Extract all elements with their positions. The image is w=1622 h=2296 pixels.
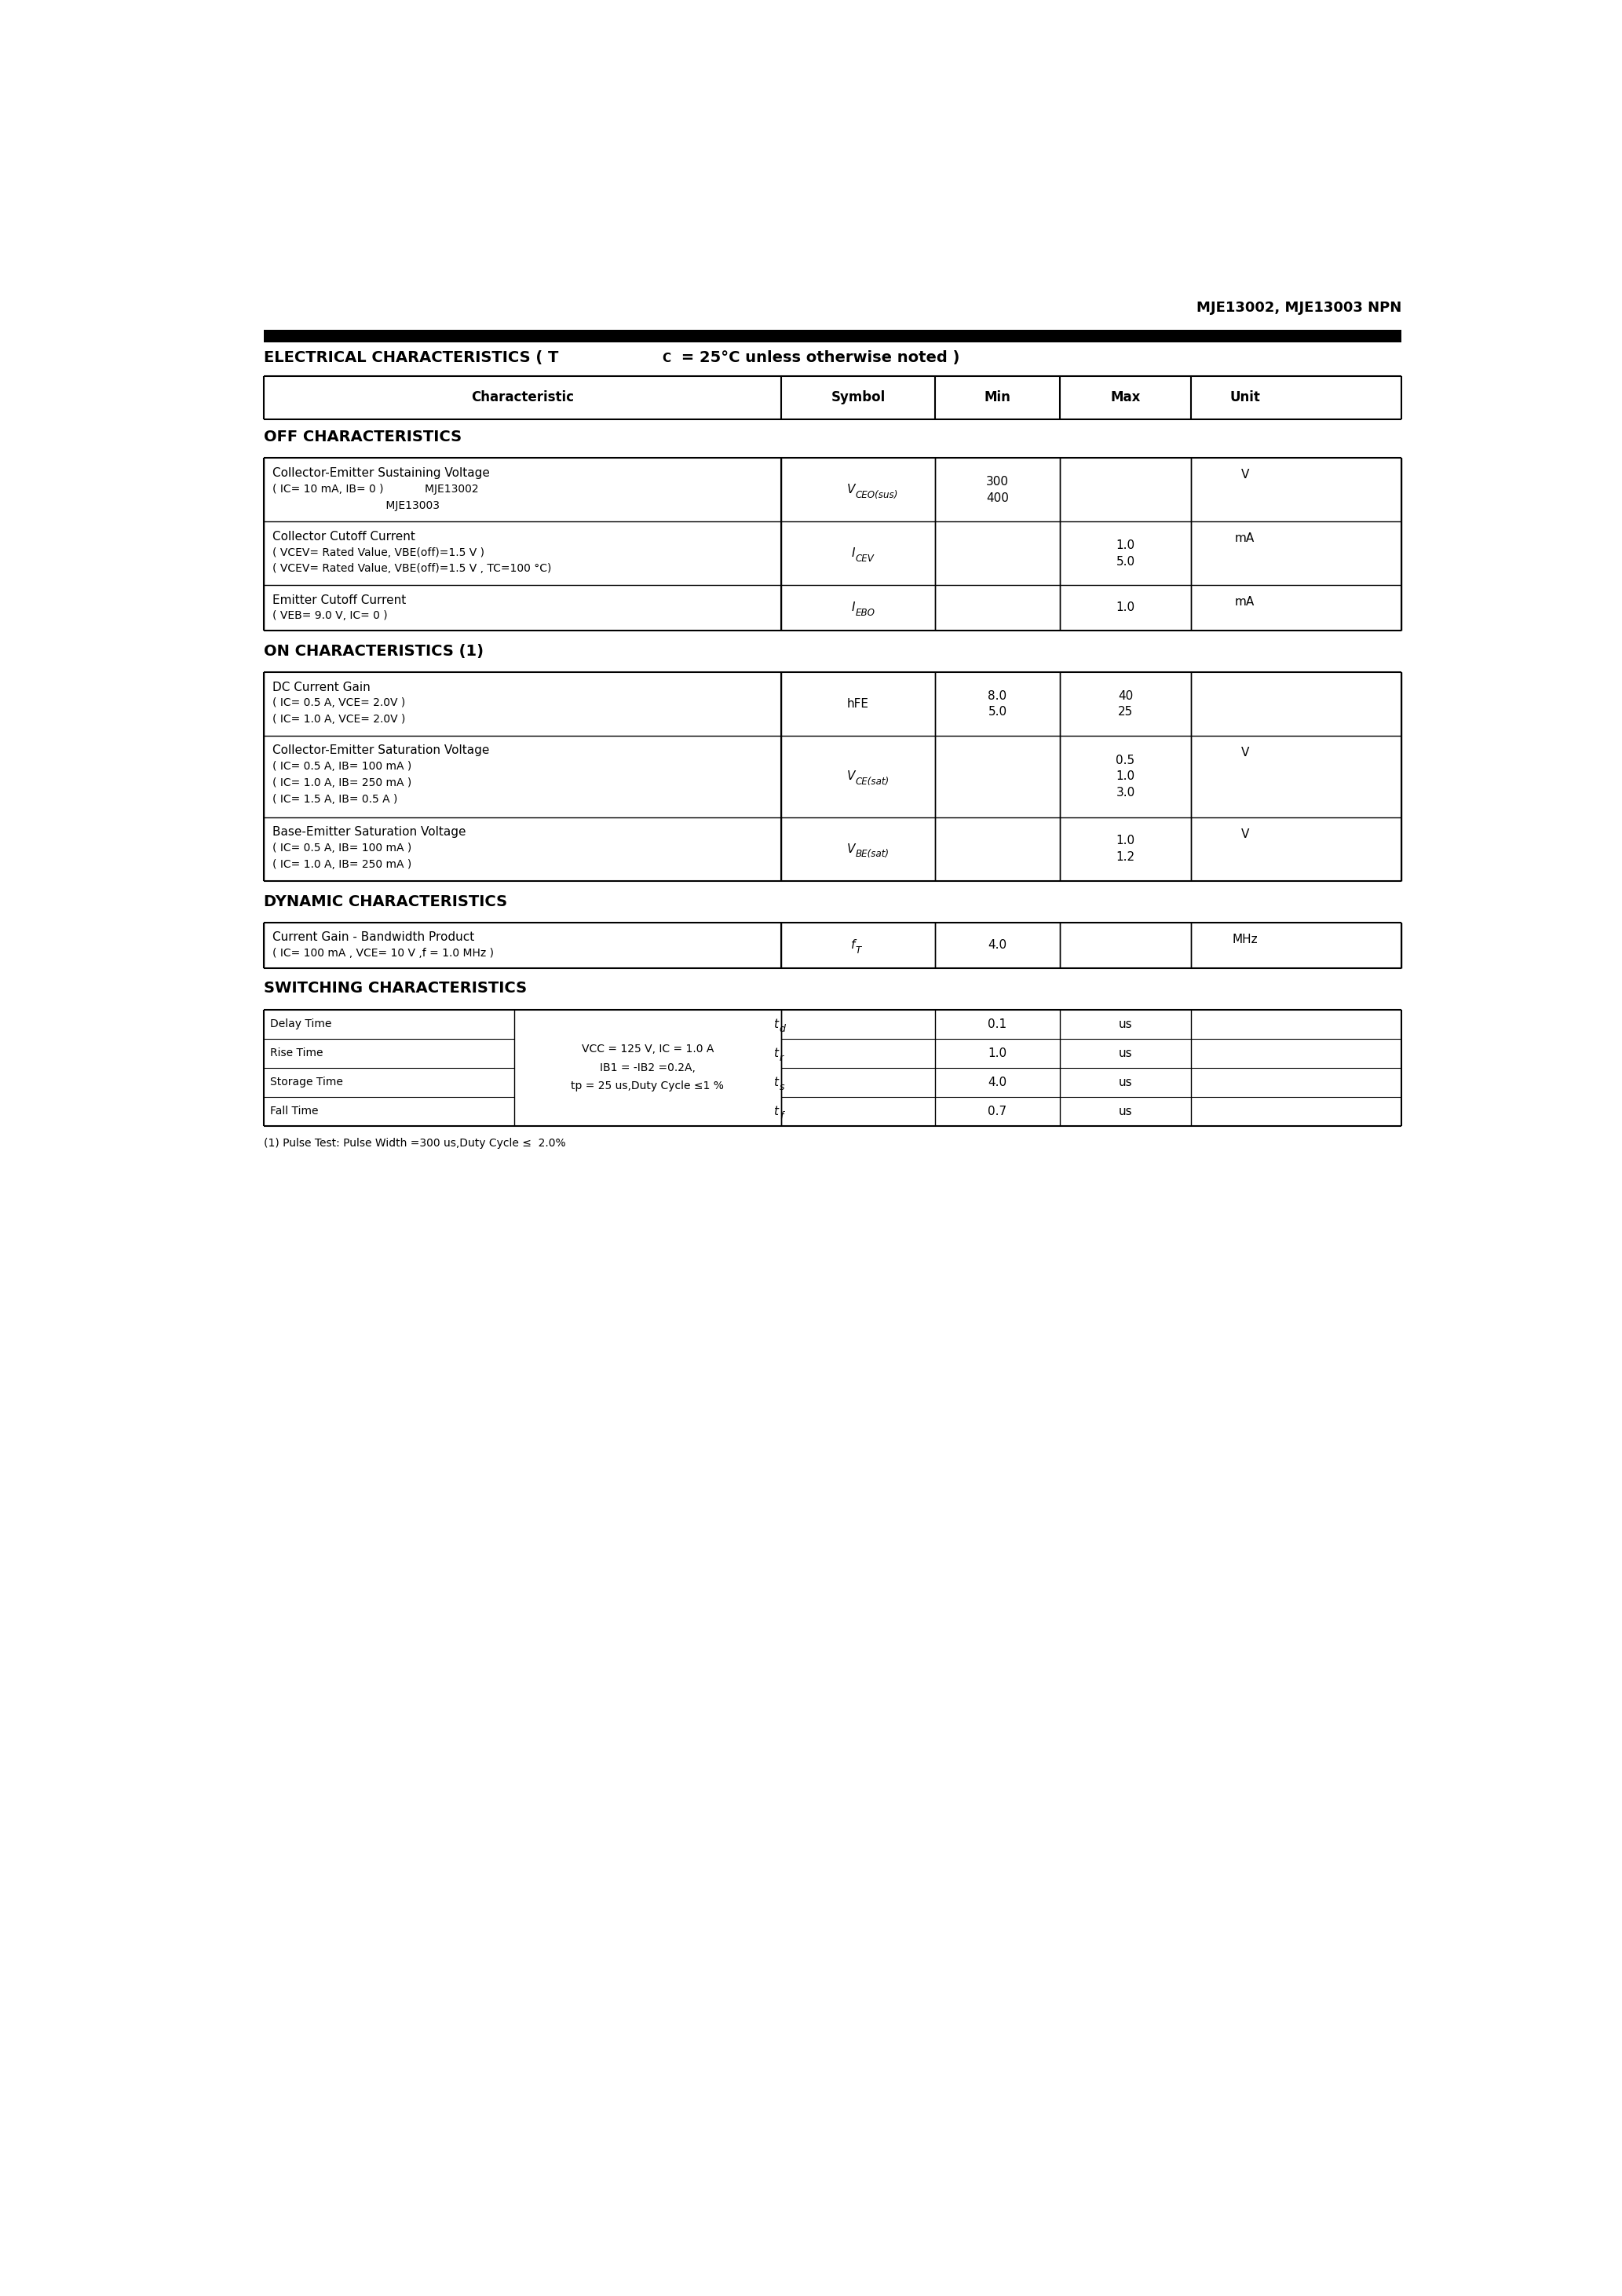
Text: Base-Emitter Saturation Voltage: Base-Emitter Saturation Voltage <box>272 827 466 838</box>
Text: Unit: Unit <box>1229 390 1260 404</box>
Text: ( VCEV= Rated Value, VBE(off)=1.5 V , TC=100 °C): ( VCEV= Rated Value, VBE(off)=1.5 V , TC… <box>272 563 551 574</box>
Text: ( IC= 0.5 A, IB= 100 mA ): ( IC= 0.5 A, IB= 100 mA ) <box>272 843 412 854</box>
Text: ELECTRICAL CHARACTERISTICS ( T: ELECTRICAL CHARACTERISTICS ( T <box>264 349 558 365</box>
Text: ( VEB= 9.0 V, IC= 0 ): ( VEB= 9.0 V, IC= 0 ) <box>272 611 388 622</box>
Text: Fall Time: Fall Time <box>269 1107 318 1116</box>
Text: 1.2: 1.2 <box>1116 852 1135 863</box>
Text: mA: mA <box>1234 533 1255 544</box>
Text: DC Current Gain: DC Current Gain <box>272 682 371 693</box>
Text: ( IC= 100 mA , VCE= 10 V ,f = 1.0 MHz ): ( IC= 100 mA , VCE= 10 V ,f = 1.0 MHz ) <box>272 948 495 960</box>
Text: t: t <box>774 1077 779 1088</box>
Text: hFE: hFE <box>847 698 869 709</box>
Text: ( VCEV= Rated Value, VBE(off)=1.5 V ): ( VCEV= Rated Value, VBE(off)=1.5 V ) <box>272 546 485 558</box>
Text: Current Gain - Bandwidth Product: Current Gain - Bandwidth Product <box>272 932 475 944</box>
Text: 400: 400 <box>986 491 1009 503</box>
Text: s: s <box>780 1081 785 1093</box>
Text: ON CHARACTERISTICS (1): ON CHARACTERISTICS (1) <box>264 643 483 659</box>
Text: ( IC= 1.0 A, VCE= 2.0V ): ( IC= 1.0 A, VCE= 2.0V ) <box>272 714 406 726</box>
Text: C: C <box>662 354 672 365</box>
Text: VCC = 125 V, IC = 1.0 A: VCC = 125 V, IC = 1.0 A <box>582 1045 714 1054</box>
Text: ( IC= 0.5 A, VCE= 2.0V ): ( IC= 0.5 A, VCE= 2.0V ) <box>272 698 406 709</box>
Text: IB1 = -IB2 =0.2A,: IB1 = -IB2 =0.2A, <box>600 1063 696 1072</box>
Text: V: V <box>1241 468 1249 480</box>
Text: Emitter Cutoff Current: Emitter Cutoff Current <box>272 595 407 606</box>
Text: 4.0: 4.0 <box>988 1077 1007 1088</box>
Text: 5.0: 5.0 <box>988 707 1007 719</box>
Text: 40: 40 <box>1118 689 1134 703</box>
Text: 4.0: 4.0 <box>988 939 1007 951</box>
Text: 300: 300 <box>986 475 1009 487</box>
Text: SWITCHING CHARACTERISTICS: SWITCHING CHARACTERISTICS <box>264 980 527 996</box>
Text: MHz: MHz <box>1233 934 1257 946</box>
Text: f: f <box>780 1111 783 1120</box>
Text: mA: mA <box>1234 597 1255 608</box>
Text: 1.0: 1.0 <box>988 1047 1007 1058</box>
Text: Delay Time: Delay Time <box>269 1019 331 1029</box>
Text: 1.0: 1.0 <box>1116 771 1135 783</box>
Text: Collector-Emitter Saturation Voltage: Collector-Emitter Saturation Voltage <box>272 744 490 755</box>
Text: 5.0: 5.0 <box>1116 556 1135 567</box>
Text: EBO: EBO <box>855 608 874 618</box>
Text: us: us <box>1119 1077 1132 1088</box>
Text: 8.0: 8.0 <box>988 689 1007 703</box>
Text: V: V <box>847 484 855 496</box>
Text: 3.0: 3.0 <box>1116 788 1135 799</box>
Text: ( IC= 10 mA, IB= 0 )            MJE13002: ( IC= 10 mA, IB= 0 ) MJE13002 <box>272 484 478 494</box>
Text: Max: Max <box>1111 390 1140 404</box>
Text: 25: 25 <box>1118 707 1134 719</box>
Text: us: us <box>1119 1047 1132 1058</box>
Text: ( IC= 0.5 A, IB= 100 mA ): ( IC= 0.5 A, IB= 100 mA ) <box>272 760 412 771</box>
Text: BE(sat): BE(sat) <box>855 850 889 859</box>
Text: t: t <box>774 1017 779 1031</box>
Text: d: d <box>780 1024 785 1033</box>
Text: 1.0: 1.0 <box>1116 540 1135 551</box>
Text: = 25°C unless otherwise noted ): = 25°C unless otherwise noted ) <box>676 349 960 365</box>
Text: r: r <box>780 1054 783 1063</box>
Text: 1.0: 1.0 <box>1116 836 1135 847</box>
Text: f: f <box>852 939 855 951</box>
Text: 0.5: 0.5 <box>1116 755 1135 767</box>
Text: MJE13003: MJE13003 <box>272 501 440 510</box>
Text: V: V <box>847 771 855 783</box>
Text: Min: Min <box>985 390 1011 404</box>
Text: 0.1: 0.1 <box>988 1017 1007 1031</box>
Text: CEV: CEV <box>855 553 874 563</box>
Text: Rise Time: Rise Time <box>269 1047 323 1058</box>
Text: CE(sat): CE(sat) <box>855 776 889 788</box>
Text: Collector Cutoff Current: Collector Cutoff Current <box>272 530 415 542</box>
Text: V: V <box>1241 829 1249 840</box>
Text: ( IC= 1.0 A, IB= 250 mA ): ( IC= 1.0 A, IB= 250 mA ) <box>272 778 412 788</box>
Text: (1) Pulse Test: Pulse Width =300 us,Duty Cycle ≤  2.0%: (1) Pulse Test: Pulse Width =300 us,Duty… <box>264 1139 566 1148</box>
Text: MJE13002, MJE13003 NPN: MJE13002, MJE13003 NPN <box>1197 301 1401 315</box>
Text: tp = 25 us,Duty Cycle ≤1 %: tp = 25 us,Duty Cycle ≤1 % <box>571 1079 723 1091</box>
Text: Characteristic: Characteristic <box>470 390 574 404</box>
Text: Symbol: Symbol <box>830 390 886 404</box>
Text: T: T <box>855 946 861 955</box>
Text: ( IC= 1.0 A, IB= 250 mA ): ( IC= 1.0 A, IB= 250 mA ) <box>272 859 412 870</box>
Text: I: I <box>852 602 855 613</box>
Text: CEO(sus): CEO(sus) <box>855 489 899 501</box>
Text: DYNAMIC CHARACTERISTICS: DYNAMIC CHARACTERISTICS <box>264 893 508 909</box>
Text: 0.7: 0.7 <box>988 1104 1007 1116</box>
Text: us: us <box>1119 1017 1132 1031</box>
Text: 1.0: 1.0 <box>1116 602 1135 613</box>
Text: V: V <box>847 843 855 854</box>
Text: ( IC= 1.5 A, IB= 0.5 A ): ( IC= 1.5 A, IB= 0.5 A ) <box>272 794 397 804</box>
Text: Storage Time: Storage Time <box>269 1077 342 1088</box>
Text: us: us <box>1119 1104 1132 1116</box>
Text: Collector-Emitter Sustaining Voltage: Collector-Emitter Sustaining Voltage <box>272 466 490 480</box>
Text: V: V <box>1241 746 1249 758</box>
Text: I: I <box>852 546 855 560</box>
Bar <box>264 331 1401 342</box>
Text: OFF CHARACTERISTICS: OFF CHARACTERISTICS <box>264 429 462 445</box>
Text: t: t <box>774 1104 779 1116</box>
Text: t: t <box>774 1047 779 1058</box>
